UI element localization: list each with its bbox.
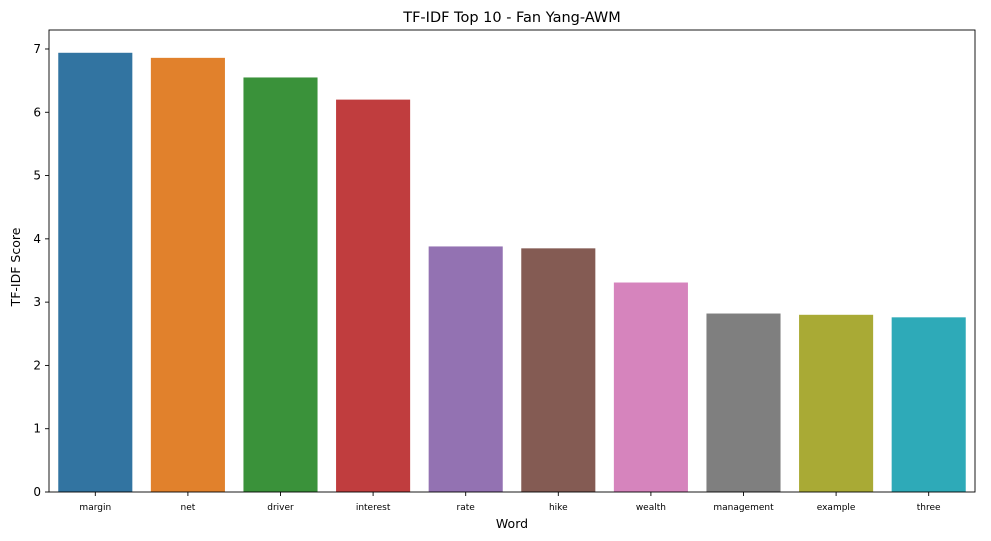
x-ticks-group: margin net driver interest rate hike wealth man… [79, 492, 941, 513]
bar-hike [521, 248, 596, 492]
y-tick-label: 2 [33, 358, 41, 372]
x-tick-label: hike [549, 503, 568, 513]
x-tick-label: example [817, 503, 856, 513]
bar-driver [243, 77, 318, 492]
x-tick-label: margin [79, 503, 111, 513]
x-tick-label: rate [457, 503, 476, 513]
x-tick-label: driver [267, 503, 294, 513]
x-tick-label: wealth [636, 503, 666, 513]
y-tick-label: 4 [33, 232, 41, 246]
y-tick-label: 1 [33, 422, 41, 436]
y-tick-label: 6 [33, 105, 41, 119]
bar-rate [428, 246, 503, 492]
bar-management [706, 313, 781, 492]
bar-net [150, 57, 225, 492]
y-axis-label: TF-IDF Score [8, 227, 23, 307]
y-ticks-group: 0 1 2 3 4 5 6 7 [33, 42, 49, 499]
x-tick-label: management [713, 503, 774, 513]
x-tick-label: net [181, 503, 196, 513]
x-axis-label: Word [496, 516, 528, 531]
x-tick-label: three [917, 503, 941, 513]
y-tick-label: 7 [33, 42, 41, 56]
y-tick-label: 5 [33, 169, 41, 183]
x-tick-label: interest [356, 503, 391, 513]
bar-three [891, 317, 966, 492]
plot-frame [48, 29, 976, 493]
chart-title: TF-IDF Top 10 - Fan Yang-AWM [402, 10, 621, 26]
bar-example [799, 314, 874, 492]
y-tick-label: 0 [33, 485, 41, 499]
bar-wealth [613, 282, 688, 492]
bar-interest [336, 99, 411, 492]
bars-group [58, 52, 966, 492]
y-tick-label: 3 [33, 295, 41, 309]
bar-margin [58, 52, 133, 492]
